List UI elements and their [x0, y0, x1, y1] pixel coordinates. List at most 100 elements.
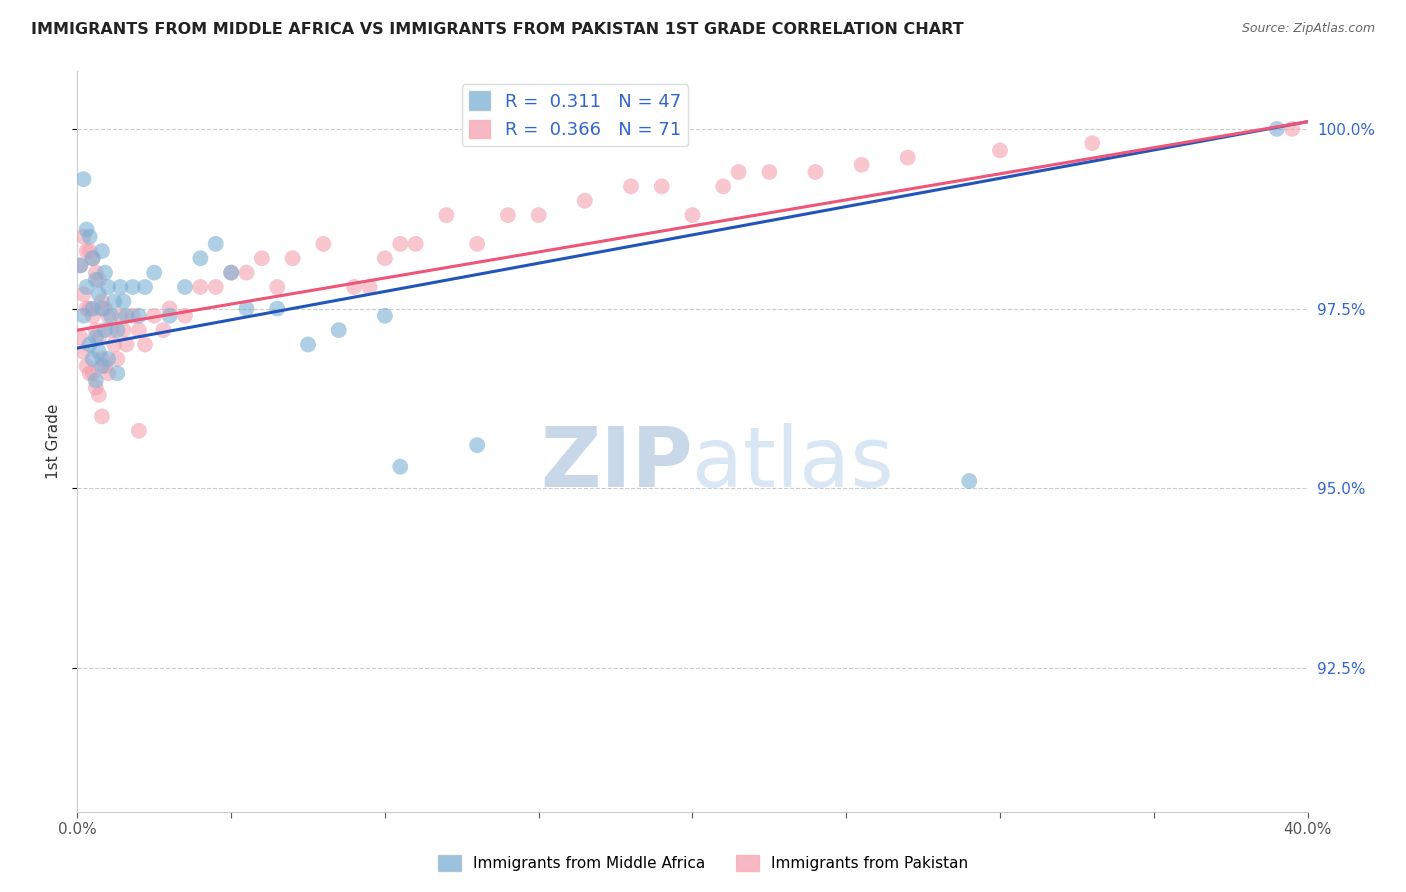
- Point: [188, 280, 212, 294]
- Point: [79, 229, 101, 244]
- Point: [82, 252, 104, 266]
- Point: [90, 359, 114, 373]
- Point: [72, 287, 94, 301]
- Legend: R =  0.311   N = 47, R =  0.366   N = 71: R = 0.311 N = 47, R = 0.366 N = 71: [461, 84, 689, 146]
- Point: [711, 179, 734, 194]
- Point: [115, 309, 138, 323]
- Point: [957, 474, 980, 488]
- Point: [297, 337, 319, 351]
- Point: [389, 236, 412, 251]
- Point: [82, 252, 104, 266]
- Point: [90, 409, 114, 424]
- Point: [94, 359, 117, 373]
- Point: [174, 309, 197, 323]
- Point: [1081, 136, 1104, 151]
- Point: [112, 323, 135, 337]
- Point: [84, 273, 107, 287]
- Point: [105, 351, 128, 366]
- Point: [72, 344, 94, 359]
- Point: [76, 301, 98, 316]
- Point: [69, 259, 91, 273]
- Y-axis label: 1st Grade: 1st Grade: [46, 404, 62, 479]
- Point: [897, 151, 920, 165]
- Point: [266, 301, 288, 316]
- Point: [851, 158, 873, 172]
- Point: [250, 252, 273, 266]
- Point: [389, 459, 412, 474]
- Point: [159, 301, 181, 316]
- Point: [90, 294, 114, 309]
- Point: [79, 244, 101, 258]
- Point: [69, 330, 91, 344]
- Point: [82, 309, 104, 323]
- Point: [90, 351, 114, 366]
- Point: [128, 323, 150, 337]
- Point: [84, 381, 107, 395]
- Point: [188, 252, 212, 266]
- Point: [87, 287, 110, 301]
- Point: [465, 438, 488, 452]
- Text: ZIP: ZIP: [540, 423, 693, 504]
- Point: [100, 309, 122, 323]
- Point: [72, 229, 94, 244]
- Point: [758, 165, 780, 179]
- Point: [79, 301, 101, 316]
- Point: [94, 266, 117, 280]
- Point: [374, 252, 396, 266]
- Point: [121, 280, 143, 294]
- Point: [134, 337, 156, 351]
- Point: [87, 273, 110, 287]
- Point: [76, 359, 98, 373]
- Point: [90, 301, 114, 316]
- Point: [79, 337, 101, 351]
- Point: [134, 280, 156, 294]
- Point: [143, 309, 166, 323]
- Point: [159, 309, 181, 323]
- Text: atlas: atlas: [693, 423, 894, 504]
- Point: [103, 337, 125, 351]
- Point: [84, 323, 107, 337]
- Point: [128, 424, 150, 438]
- Point: [103, 294, 125, 309]
- Point: [219, 266, 242, 280]
- Point: [76, 244, 98, 258]
- Point: [496, 208, 519, 222]
- Point: [465, 236, 488, 251]
- Point: [266, 280, 288, 294]
- Point: [97, 280, 120, 294]
- Point: [97, 309, 120, 323]
- Point: [72, 309, 94, 323]
- Point: [219, 266, 242, 280]
- Point: [1265, 121, 1288, 136]
- Point: [87, 344, 110, 359]
- Point: [87, 330, 110, 344]
- Legend: Immigrants from Middle Africa, Immigrants from Pakistan: Immigrants from Middle Africa, Immigrant…: [432, 849, 974, 877]
- Point: [121, 309, 143, 323]
- Point: [204, 236, 226, 251]
- Text: IMMIGRANTS FROM MIDDLE AFRICA VS IMMIGRANTS FROM PAKISTAN 1ST GRADE CORRELATION : IMMIGRANTS FROM MIDDLE AFRICA VS IMMIGRA…: [31, 22, 963, 37]
- Point: [105, 323, 128, 337]
- Point: [84, 330, 107, 344]
- Point: [527, 208, 550, 222]
- Point: [110, 309, 132, 323]
- Point: [82, 366, 104, 380]
- Point: [682, 208, 704, 222]
- Point: [100, 323, 122, 337]
- Point: [988, 144, 1011, 158]
- Point: [79, 366, 101, 380]
- Point: [1281, 121, 1303, 136]
- Point: [82, 301, 104, 316]
- Point: [804, 165, 827, 179]
- Point: [204, 280, 226, 294]
- Point: [97, 351, 120, 366]
- Point: [620, 179, 643, 194]
- Point: [112, 294, 135, 309]
- Text: Source: ZipAtlas.com: Source: ZipAtlas.com: [1241, 22, 1375, 36]
- Point: [174, 280, 197, 294]
- Point: [97, 366, 120, 380]
- Point: [76, 222, 98, 236]
- Point: [235, 301, 257, 316]
- Point: [87, 388, 110, 402]
- Point: [359, 280, 381, 294]
- Point: [128, 309, 150, 323]
